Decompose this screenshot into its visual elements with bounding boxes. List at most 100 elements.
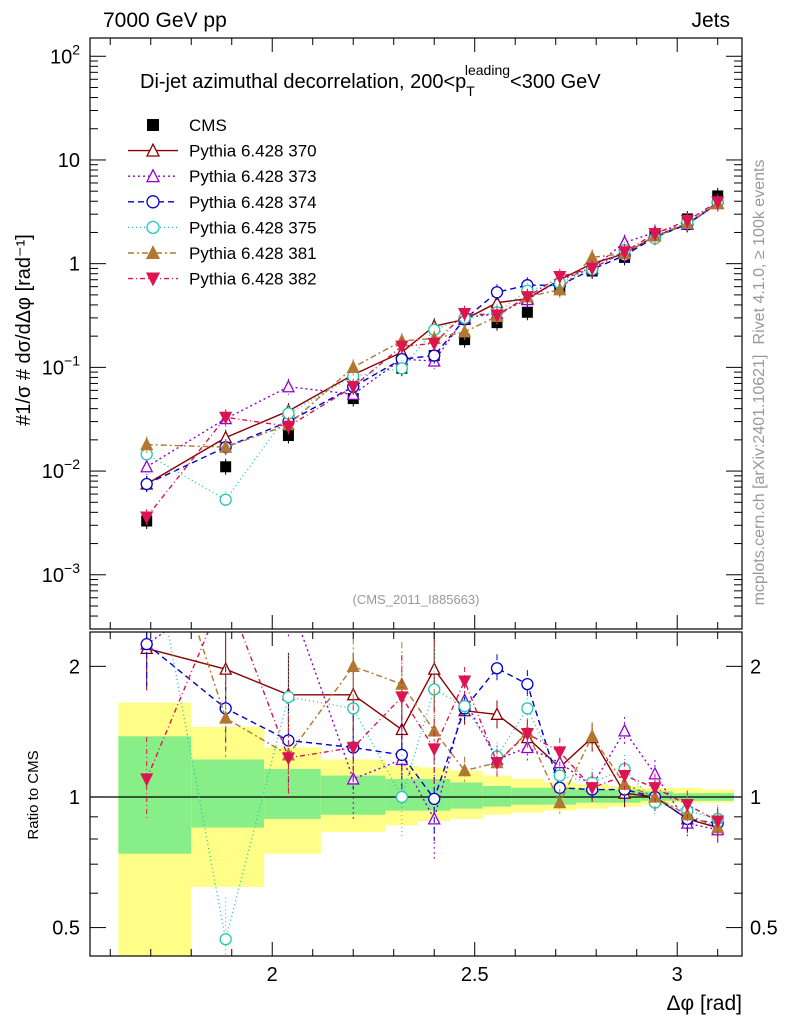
legend-marker xyxy=(146,220,160,235)
legend-item: Pythia 6.428 381 xyxy=(128,244,317,263)
legend: CMS Pythia 6.428 370 Pythia 6.428 373 Pythi… xyxy=(128,116,317,289)
ratio-point xyxy=(648,789,662,803)
band-inner xyxy=(511,787,544,805)
legend-item: Pythia 6.428 382 xyxy=(128,270,317,289)
y-tick-label: 102 xyxy=(50,41,80,68)
x-tick-label: 3 xyxy=(672,964,683,986)
ratio-point xyxy=(458,699,471,713)
ratio-point xyxy=(711,815,725,829)
x-tick-label: 2 xyxy=(267,964,278,986)
ratio-y-tick-label-right: 0.5 xyxy=(750,918,778,940)
data-point xyxy=(140,511,154,525)
ratio-point xyxy=(490,757,504,771)
ratio-point xyxy=(219,933,232,946)
side-label-top: Rivet 4.1.0, ≥ 100k events xyxy=(751,160,768,345)
legend-label: Pythia 6.428 370 xyxy=(189,142,317,161)
side-label-bottom: mcplots.cern.ch [arXiv:2401.10621] xyxy=(751,355,768,606)
legend-item: Pythia 6.428 370 xyxy=(128,142,317,161)
data-point xyxy=(711,196,725,210)
data-point xyxy=(395,362,408,375)
x-tick-label: 2.5 xyxy=(461,964,489,986)
legend-marker xyxy=(147,119,159,131)
data-point xyxy=(140,459,154,473)
legend-label: Pythia 6.428 382 xyxy=(189,270,317,289)
ratio-point xyxy=(458,675,472,689)
ratio-point xyxy=(520,727,534,741)
data-point xyxy=(140,437,154,451)
ratio-point xyxy=(490,662,504,675)
data-point xyxy=(140,448,153,461)
legend-marker xyxy=(145,245,161,260)
data-point xyxy=(140,477,153,491)
ratio-point xyxy=(395,748,408,762)
band-inner xyxy=(264,769,321,819)
y-tick-label: 10−3 xyxy=(42,560,80,587)
ratio-point xyxy=(521,677,534,691)
ratio-point xyxy=(680,807,694,821)
data-point xyxy=(648,227,662,241)
y-tick-label: 1 xyxy=(69,254,80,276)
legend-marker xyxy=(145,142,161,157)
legend-label: Pythia 6.428 374 xyxy=(189,193,317,212)
legend-item: CMS xyxy=(147,116,227,135)
axes-layer: 2 2.5 3 10−3 10−2 10−1 1 10 102 0.5 0.5 1 1 2 2 xyxy=(42,37,778,986)
data-point xyxy=(458,324,472,338)
header-right: Jets xyxy=(691,9,730,32)
ratio-point xyxy=(346,658,360,672)
legend-item: Pythia 6.428 375 xyxy=(128,218,317,237)
ratio-frame xyxy=(89,631,743,957)
ratio-line xyxy=(196,632,718,829)
band-inner xyxy=(191,759,265,828)
data-point xyxy=(346,359,360,373)
ratio-point xyxy=(395,790,408,804)
data-point xyxy=(219,411,233,425)
data-point xyxy=(585,262,599,276)
ratio-line xyxy=(146,643,718,824)
data-point xyxy=(219,493,232,506)
data-point xyxy=(490,286,504,299)
y-tick-label: 10 xyxy=(58,150,80,172)
ratio-point xyxy=(427,743,441,757)
ratio-point xyxy=(395,691,409,705)
ratio-point xyxy=(283,590,294,601)
band-inner xyxy=(450,782,483,809)
legend-item: Pythia 6.428 374 xyxy=(128,193,317,212)
ratio-point xyxy=(553,769,566,782)
legend-label: Pythia 6.428 381 xyxy=(189,244,317,263)
data-point xyxy=(281,420,295,434)
legend-marker xyxy=(146,195,160,209)
ratio-y-tick-label: 0.5 xyxy=(52,918,80,940)
ratio-y-tick-label-right: 1 xyxy=(750,787,761,809)
legend-item: Pythia 6.428 373 xyxy=(128,167,317,186)
ratio-y-tick-label: 2 xyxy=(69,656,80,678)
ratio-point xyxy=(140,638,153,651)
legend-marker xyxy=(145,272,161,287)
band-inner xyxy=(482,785,512,807)
data-point xyxy=(395,340,409,354)
data-point xyxy=(428,349,441,362)
header-left: 7000 GeV pp xyxy=(103,9,227,32)
data-point xyxy=(281,379,295,393)
ratio-point xyxy=(553,795,567,809)
data-point xyxy=(618,246,632,260)
ratio-y-tick-label: 1 xyxy=(69,787,80,809)
top-frame xyxy=(89,37,743,630)
plot-title: Di-jet azimuthal decorrelation, 200<pTle… xyxy=(140,62,601,99)
series-6 xyxy=(140,193,725,526)
ratio-series-layer xyxy=(140,584,725,956)
legend-marker xyxy=(145,168,161,183)
ratio-point xyxy=(220,584,231,595)
ratio-point xyxy=(618,770,632,784)
data-point xyxy=(220,461,232,473)
uncertainty-bands xyxy=(90,702,742,956)
ratio-point xyxy=(346,741,360,755)
ratio-series-5 xyxy=(140,632,725,836)
top-series-layer xyxy=(140,187,725,530)
data-point xyxy=(458,307,472,321)
ratio-point xyxy=(427,661,441,675)
analysis-tag: (CMS_2011_I885663) xyxy=(353,592,480,607)
ratio-y-axis-label: Ratio to CMS xyxy=(25,750,42,839)
ratio-point xyxy=(648,782,662,796)
y-tick-label: 10−2 xyxy=(42,456,80,483)
